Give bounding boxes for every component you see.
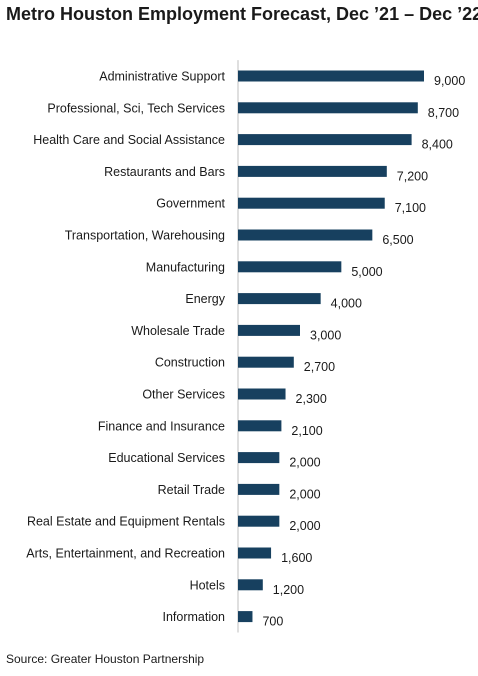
data-label: 2,000 bbox=[289, 456, 320, 470]
data-label: 2,300 bbox=[296, 392, 327, 406]
bar bbox=[238, 134, 412, 146]
bar bbox=[238, 547, 272, 559]
category-label: Transportation, Warehousing bbox=[65, 229, 225, 243]
category-label: Manufacturing bbox=[146, 260, 225, 274]
category-label: Hotels bbox=[190, 578, 225, 592]
bar bbox=[238, 70, 424, 82]
data-label: 5,000 bbox=[351, 265, 382, 279]
data-label: 2,000 bbox=[289, 487, 320, 501]
bar bbox=[238, 515, 280, 527]
category-label: Information bbox=[162, 610, 225, 624]
bar bbox=[238, 483, 280, 495]
data-label: 7,100 bbox=[395, 201, 426, 215]
data-label: 8,700 bbox=[428, 106, 459, 120]
category-label: Health Care and Social Assistance bbox=[33, 133, 225, 147]
category-label: Government bbox=[156, 197, 225, 211]
chart-title: Metro Houston Employment Forecast, Dec ’… bbox=[6, 4, 478, 24]
bar bbox=[238, 293, 321, 305]
bar bbox=[238, 611, 253, 623]
category-label: Energy bbox=[185, 292, 225, 306]
category-label: Finance and Insurance bbox=[98, 419, 225, 433]
category-label: Administrative Support bbox=[99, 70, 225, 84]
data-label: 700 bbox=[262, 615, 283, 629]
data-label: 2,700 bbox=[304, 360, 335, 374]
category-label: Construction bbox=[155, 356, 225, 370]
data-label: 2,000 bbox=[289, 519, 320, 533]
category-label: Retail Trade bbox=[158, 483, 225, 497]
bar bbox=[238, 452, 280, 464]
data-label: 4,000 bbox=[331, 297, 362, 311]
data-label: 1,600 bbox=[281, 551, 312, 565]
bar bbox=[238, 261, 342, 273]
category-label: Professional, Sci, Tech Services bbox=[47, 101, 225, 115]
category-label: Real Estate and Equipment Rentals bbox=[27, 515, 225, 529]
bar bbox=[238, 579, 263, 591]
data-label: 8,400 bbox=[422, 138, 453, 152]
data-label: 6,500 bbox=[382, 233, 413, 247]
bar bbox=[238, 324, 300, 336]
bar bbox=[238, 356, 294, 368]
data-label: 1,200 bbox=[273, 583, 304, 597]
category-label: Other Services bbox=[142, 388, 225, 402]
bar bbox=[238, 229, 373, 241]
category-label: Restaurants and Bars bbox=[104, 165, 225, 179]
category-label: Educational Services bbox=[108, 451, 225, 465]
data-label: 3,000 bbox=[310, 328, 341, 342]
source-note: Source: Greater Houston Partnership bbox=[6, 652, 205, 666]
bar bbox=[238, 102, 418, 114]
bar bbox=[238, 420, 282, 432]
category-label: Wholesale Trade bbox=[131, 324, 225, 338]
category-label: Arts, Entertainment, and Recreation bbox=[26, 547, 225, 561]
bar bbox=[238, 388, 286, 400]
data-label: 7,200 bbox=[397, 169, 428, 183]
data-label: 2,100 bbox=[291, 424, 322, 438]
bar bbox=[238, 197, 385, 209]
data-label: 9,000 bbox=[434, 74, 465, 88]
bar bbox=[238, 165, 387, 177]
